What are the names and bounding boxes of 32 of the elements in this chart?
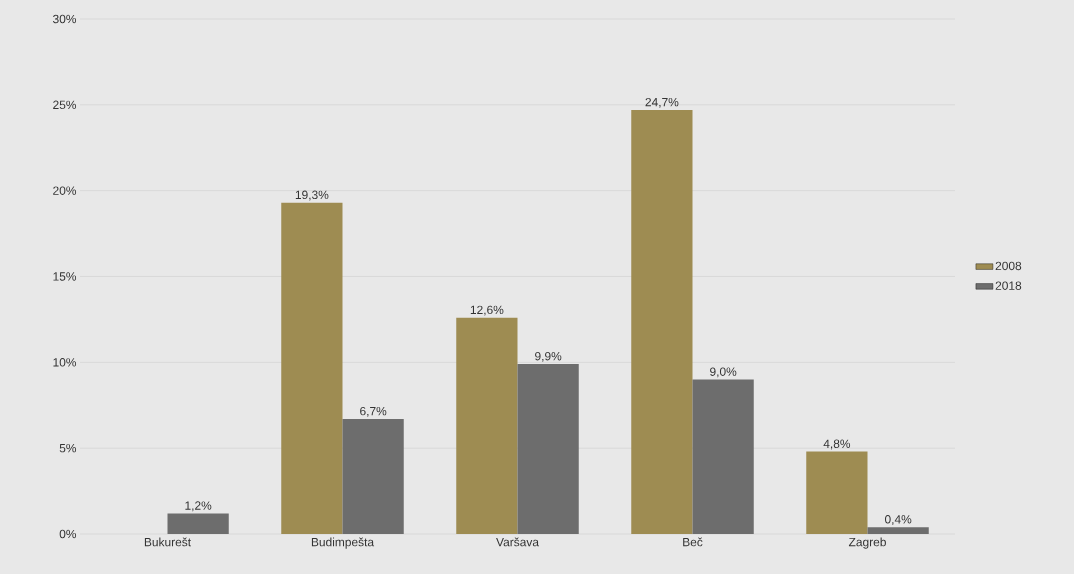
bar <box>692 379 754 534</box>
data-label: 6,7% <box>360 406 387 417</box>
y-tick-label: 5% <box>59 443 77 453</box>
y-tick-label: 20% <box>53 186 77 195</box>
bar <box>456 317 518 534</box>
y-tick-label: 15% <box>53 272 77 281</box>
y-tick-label: 30% <box>53 14 77 24</box>
data-label: 12,6% <box>470 305 504 316</box>
x-tick-label: Beč <box>683 537 703 547</box>
x-tick-label: Bukurešt <box>144 537 191 547</box>
bar <box>281 202 343 534</box>
bar <box>806 451 868 534</box>
bar <box>342 418 404 534</box>
data-label: 19,3% <box>295 190 329 201</box>
y-tick-label: 10% <box>53 358 77 367</box>
data-label: 0,4% <box>884 515 912 525</box>
y-tick-label: 0% <box>59 529 77 539</box>
data-label: 1,2% <box>185 501 212 512</box>
legend-label: 2008 <box>995 261 1022 271</box>
x-tick-label: Zagreb <box>848 537 886 549</box>
bar <box>167 513 229 534</box>
data-label: 9,9% <box>535 351 562 362</box>
bar <box>867 527 929 534</box>
bar <box>631 109 693 534</box>
x-tick-label: Varšava <box>496 537 539 547</box>
data-label: 9,0% <box>710 367 737 378</box>
data-label: 4,8% <box>823 439 851 450</box>
data-label: 24,7% <box>645 97 679 108</box>
legend-label: 2018 <box>995 281 1022 290</box>
x-tick-label: Budimpešta <box>311 537 375 549</box>
y-tick-label: 25% <box>53 100 77 110</box>
bar <box>517 364 579 534</box>
